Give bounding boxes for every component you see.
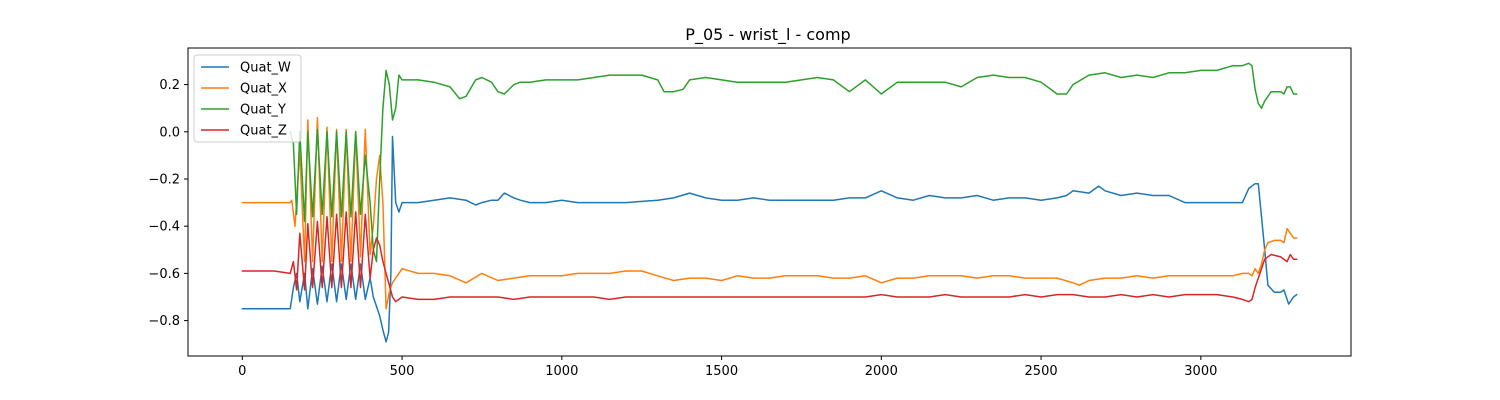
y-tick-label: −0.6 xyxy=(148,267,180,282)
legend-label: Quat_Y xyxy=(240,103,286,118)
y-tick-label: 0.0 xyxy=(159,125,180,140)
x-tick-label: 2500 xyxy=(1025,364,1058,379)
x-tick-label: 2000 xyxy=(865,364,898,379)
legend-label: Quat_W xyxy=(240,61,291,76)
y-tick-label: −0.2 xyxy=(148,172,180,187)
series-line-2 xyxy=(289,62,1298,263)
legend-box xyxy=(193,54,302,143)
x-tick-label: 500 xyxy=(390,364,415,379)
legend: Quat_W Quat_X Quat_Y Quat_Z xyxy=(193,54,302,143)
x-tick-label: 0 xyxy=(238,364,246,379)
series-lines xyxy=(241,62,1298,343)
series-line-3 xyxy=(241,211,1298,303)
plot-frame xyxy=(187,47,1352,357)
x-axis: 0 500 1000 1500 2000 2500 3000 xyxy=(238,356,1217,379)
x-tick-label: 1500 xyxy=(705,364,738,379)
chart-title: P_05 - wrist_l - comp xyxy=(685,25,850,45)
y-tick-label: 0.2 xyxy=(159,78,180,93)
series-line-1 xyxy=(241,116,1298,310)
series-line-0 xyxy=(241,135,1298,343)
x-tick-label: 1000 xyxy=(545,364,578,379)
legend-label: Quat_Z xyxy=(240,124,287,139)
x-tick-label: 3000 xyxy=(1184,364,1217,379)
y-tick-label: −0.8 xyxy=(148,314,180,329)
y-axis: 0.2 0.0 −0.2 −0.4 −0.6 −0.8 xyxy=(148,78,188,329)
legend-label: Quat_X xyxy=(240,82,287,97)
y-tick-label: −0.4 xyxy=(148,220,180,235)
